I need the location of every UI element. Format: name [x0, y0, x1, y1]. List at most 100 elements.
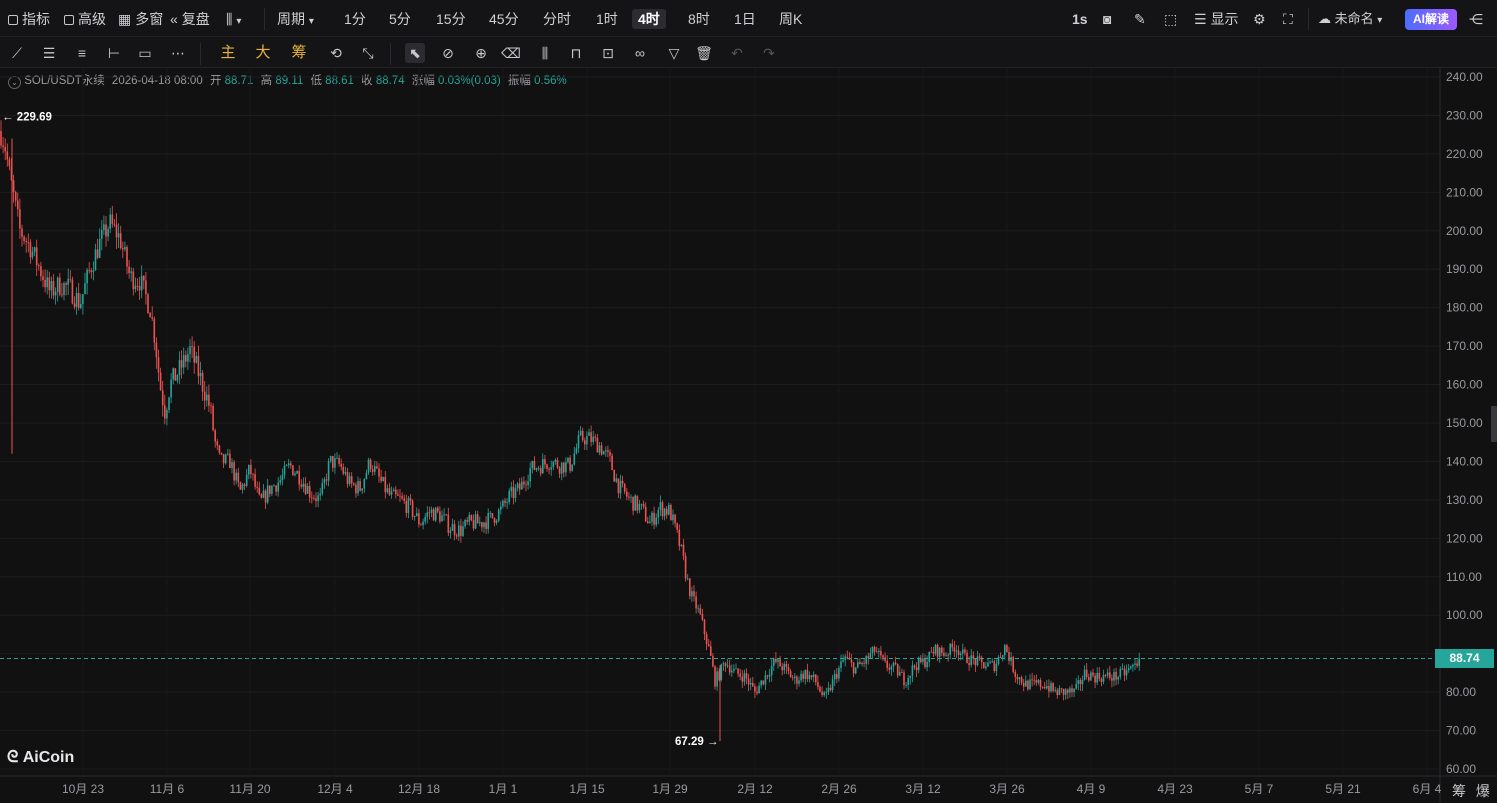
- timeframe-tab[interactable]: 5分: [389, 11, 411, 27]
- timeframe-tab[interactable]: 1日: [734, 11, 756, 27]
- refresh-rate-button[interactable]: 1s: [1072, 11, 1088, 27]
- big-order-button[interactable]: 大: [255, 44, 271, 61]
- candle-body: [556, 460, 559, 468]
- ai-analysis-button[interactable]: AI解读: [1405, 9, 1457, 30]
- candle-body: [1012, 657, 1014, 673]
- candle-body: [371, 469, 374, 472]
- candle-style-icon[interactable]: ⫼: [541, 45, 549, 61]
- candle-body: [974, 658, 977, 666]
- timeframe-tab[interactable]: 1时: [596, 11, 618, 27]
- pen-icon[interactable]: ✎: [1134, 11, 1146, 27]
- eraser-icon[interactable]: ⌫: [501, 45, 521, 61]
- candle-body: [760, 680, 762, 686]
- max-price-marker: ← 229.69: [2, 112, 52, 124]
- rectangle-icon[interactable]: ▭: [138, 45, 152, 61]
- filter-icon[interactable]: ▽: [668, 45, 680, 61]
- lock-icon[interactable]: ⊓: [570, 45, 582, 61]
- template-icon[interactable]: ⊡: [602, 45, 614, 61]
- candle-body: [661, 502, 664, 517]
- candle-body: [909, 675, 912, 679]
- candle-body: [913, 665, 916, 668]
- zoom-icon[interactable]: ⊕: [475, 45, 487, 61]
- candle-body: [699, 608, 702, 614]
- timeframe-tab[interactable]: 1分: [344, 11, 366, 27]
- candle-body: [762, 680, 765, 685]
- candle-body: [365, 472, 368, 479]
- magnet-icon[interactable]: ⟲: [330, 45, 342, 61]
- settings-icon[interactable]: ⚙: [1253, 11, 1266, 27]
- candle-body: [766, 675, 769, 677]
- candle-body: [0, 130, 2, 146]
- period-dropdown[interactable]: 周期 ▾: [277, 11, 314, 27]
- candle-body: [745, 673, 748, 679]
- candle-body: [739, 673, 741, 677]
- candle-body: [565, 462, 567, 473]
- replay-button[interactable]: «复盘: [170, 11, 210, 27]
- candle-body: [185, 355, 187, 362]
- trash-icon[interactable]: 🗑: [695, 45, 713, 61]
- camera-icon[interactable]: ◙: [1103, 11, 1112, 27]
- display-button[interactable]: ☰ 显示: [1194, 11, 1239, 27]
- candle-body: [959, 653, 962, 656]
- indicators-button[interactable]: 指标: [8, 9, 50, 29]
- candle-body: [25, 240, 27, 242]
- candle-body: [176, 375, 179, 381]
- ray-line-icon[interactable]: ⊢: [107, 45, 121, 61]
- candle-body: [390, 491, 393, 495]
- candle-body: [292, 465, 294, 476]
- candle-body: [474, 514, 477, 529]
- undo-icon[interactable]: ↶: [731, 45, 743, 61]
- horizontal-lines-icon[interactable]: ≡: [77, 45, 87, 61]
- candle-body: [863, 662, 865, 664]
- candle-body: [825, 692, 828, 693]
- multi-window-button[interactable]: ▦ 多窗: [118, 11, 164, 27]
- timeframe-tab[interactable]: 45分: [489, 11, 519, 27]
- redo-icon[interactable]: ↷: [763, 45, 775, 61]
- candle-body: [304, 483, 307, 494]
- link-icon[interactable]: ∞: [635, 45, 645, 61]
- parallel-lines-icon[interactable]: ☰: [42, 45, 56, 61]
- candle-body: [773, 658, 775, 666]
- more-tools-icon[interactable]: ⋯: [171, 45, 185, 61]
- candle-body: [922, 658, 924, 663]
- candle-body: [237, 472, 240, 483]
- candle-body: [111, 214, 114, 224]
- share-icon[interactable]: ⋲: [1469, 11, 1483, 27]
- ruler-icon[interactable]: ⊘: [442, 45, 454, 61]
- symbol-name: SOL/USDT永续: [24, 75, 105, 87]
- candle-body: [138, 285, 141, 291]
- candlestick-chart[interactable]: 240.00 230.00 220.00 210.00 200.00 190.00 180.…: [0, 68, 1497, 803]
- measure-icon[interactable]: ⤡: [362, 45, 374, 61]
- high-value: 89.11: [275, 75, 304, 87]
- trend-line-icon[interactable]: ⟋: [12, 45, 22, 61]
- candle-body: [670, 505, 672, 521]
- candle-body: [195, 355, 198, 363]
- candle-body: [796, 676, 798, 684]
- main-chart-button[interactable]: 主: [220, 44, 236, 61]
- x-axis-tick-label: 1月 15: [569, 782, 605, 796]
- chip-distribution-button[interactable]: 筹: [291, 44, 307, 61]
- x-axis-tick-label: 12月 18: [398, 782, 440, 796]
- candle-body: [124, 247, 126, 250]
- layout-dropdown[interactable]: ☁ 未命名 ▾: [1318, 11, 1383, 26]
- candle-body: [844, 656, 846, 661]
- advanced-button[interactable]: 高级: [64, 9, 106, 29]
- timeframe-tab[interactable]: 8时: [688, 11, 710, 27]
- candle-body: [439, 511, 441, 522]
- open-label: 开: [209, 75, 222, 87]
- timeframe-tab[interactable]: 15分: [436, 11, 466, 27]
- candle-body: [462, 526, 464, 536]
- chip-toggle[interactable]: 筹: [1452, 783, 1466, 799]
- fullscreen-icon[interactable]: ⛶: [1283, 11, 1293, 27]
- alert-icon[interactable]: ⬚: [1164, 11, 1178, 27]
- candle-body: [619, 480, 622, 494]
- candle-body: [1071, 688, 1073, 693]
- timeframe-tab[interactable]: 周K: [779, 11, 803, 27]
- liquidation-toggle[interactable]: 爆: [1475, 783, 1490, 799]
- timeframe-tab[interactable]: 4时: [632, 9, 666, 29]
- candle-body: [722, 663, 725, 665]
- chart-type-button[interactable]: ⫼ ▾: [226, 9, 241, 29]
- timeframe-tab[interactable]: 分时: [543, 11, 571, 27]
- cursor-icon[interactable]: ⬉: [405, 43, 425, 63]
- candle-body: [758, 685, 760, 694]
